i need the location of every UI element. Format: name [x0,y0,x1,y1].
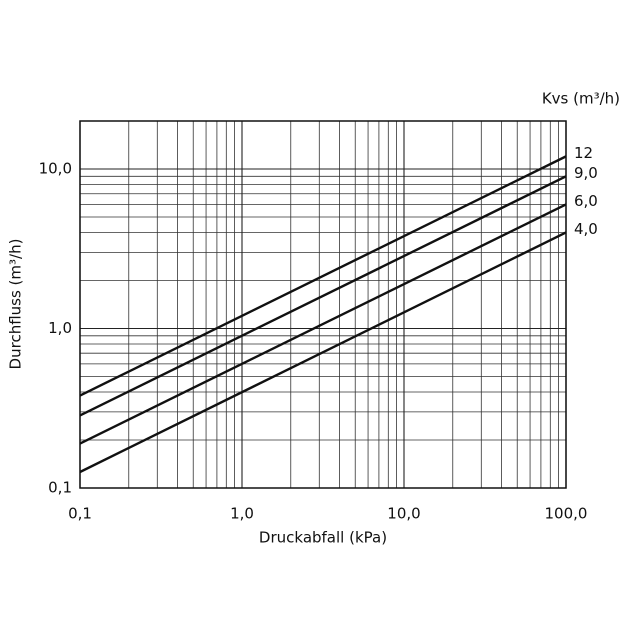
y-tick-label: 1,0 [48,319,72,337]
y-tick-label: 10,0 [39,160,72,178]
series-line [79,155,567,397]
plot-frame [79,120,567,489]
x-tick-label: 0,1 [68,505,92,523]
x-axis-label: Druckabfall (kPa) [259,529,387,547]
y-tick-label: 0,1 [48,479,72,497]
x-tick-label: 100,0 [545,505,588,523]
series-line [79,231,567,474]
series-label: 4,0 [574,220,598,238]
series-label: 9,0 [574,164,598,182]
series-line [79,175,567,417]
y-axis-label: Durchfluss (m³/h) [7,239,25,370]
x-tick-label: 1,0 [230,505,254,523]
x-tick-label: 10,0 [387,505,420,523]
legend-title: Kvs (m³/h) [542,90,620,108]
series-label: 12 [574,144,593,162]
series-label: 6,0 [574,192,598,210]
series-line [79,203,567,445]
